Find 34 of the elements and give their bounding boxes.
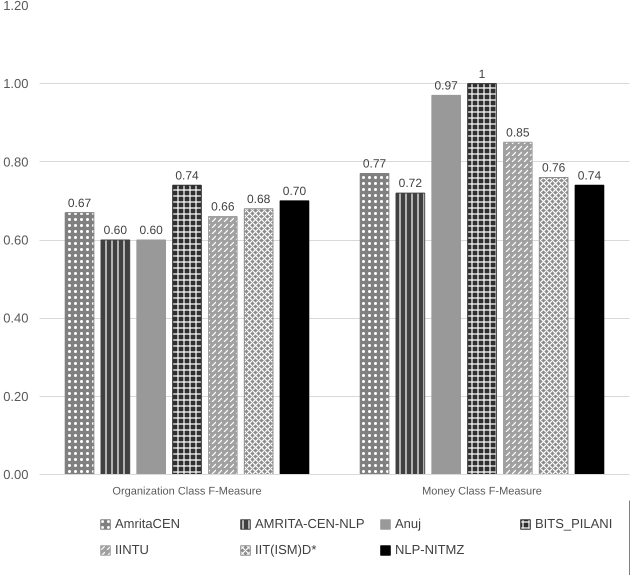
data-label: 1 [478, 66, 486, 81]
y-tick-label: 0.20 [3, 388, 29, 404]
bar [136, 240, 166, 474]
data-label: 0.60 [104, 223, 128, 238]
data-label: 0.76 [542, 160, 566, 175]
data-label: 0.72 [398, 176, 422, 190]
x-tick-label: Money Class F-Measure [422, 486, 542, 498]
data-label: 0.74 [578, 168, 602, 182]
y-tick-label: 0.80 [3, 154, 29, 170]
x-tick-label: Organization Class F-Measure [112, 486, 262, 498]
legend-label: NLP-NITMZ [395, 542, 466, 557]
legend-label: IIT(ISM)D* [255, 542, 318, 557]
data-label: 0.70 [282, 184, 306, 198]
y-tick-label: 0.40 [3, 310, 29, 326]
data-label: 0.60 [140, 223, 164, 238]
data-label: 0.97 [434, 78, 458, 93]
legend-label: Anuj [395, 516, 422, 531]
data-label: 0.66 [211, 200, 235, 214]
bar [431, 94, 462, 474]
y-tick-label: 1.00 [3, 76, 29, 92]
data-label: 0.77 [362, 156, 387, 171]
bar [280, 200, 310, 474]
y-tick-label: 0.60 [3, 232, 29, 248]
data-label: 0.74 [175, 168, 200, 182]
legend-label: AMRITA-CEN-NLP [255, 516, 366, 531]
data-label: 0.68 [246, 192, 271, 206]
data-label: 0.85 [506, 125, 530, 140]
legend-label: IINTU [115, 542, 150, 557]
legend-label: AmritaCEN [115, 516, 182, 531]
y-tick-label: 0.00 [3, 467, 29, 482]
data-label: 0.67 [68, 196, 92, 210]
bar [574, 184, 604, 474]
legend-label: BITS_PILANI [535, 516, 614, 531]
y-tick-label: 1.20 [3, 0, 29, 13]
